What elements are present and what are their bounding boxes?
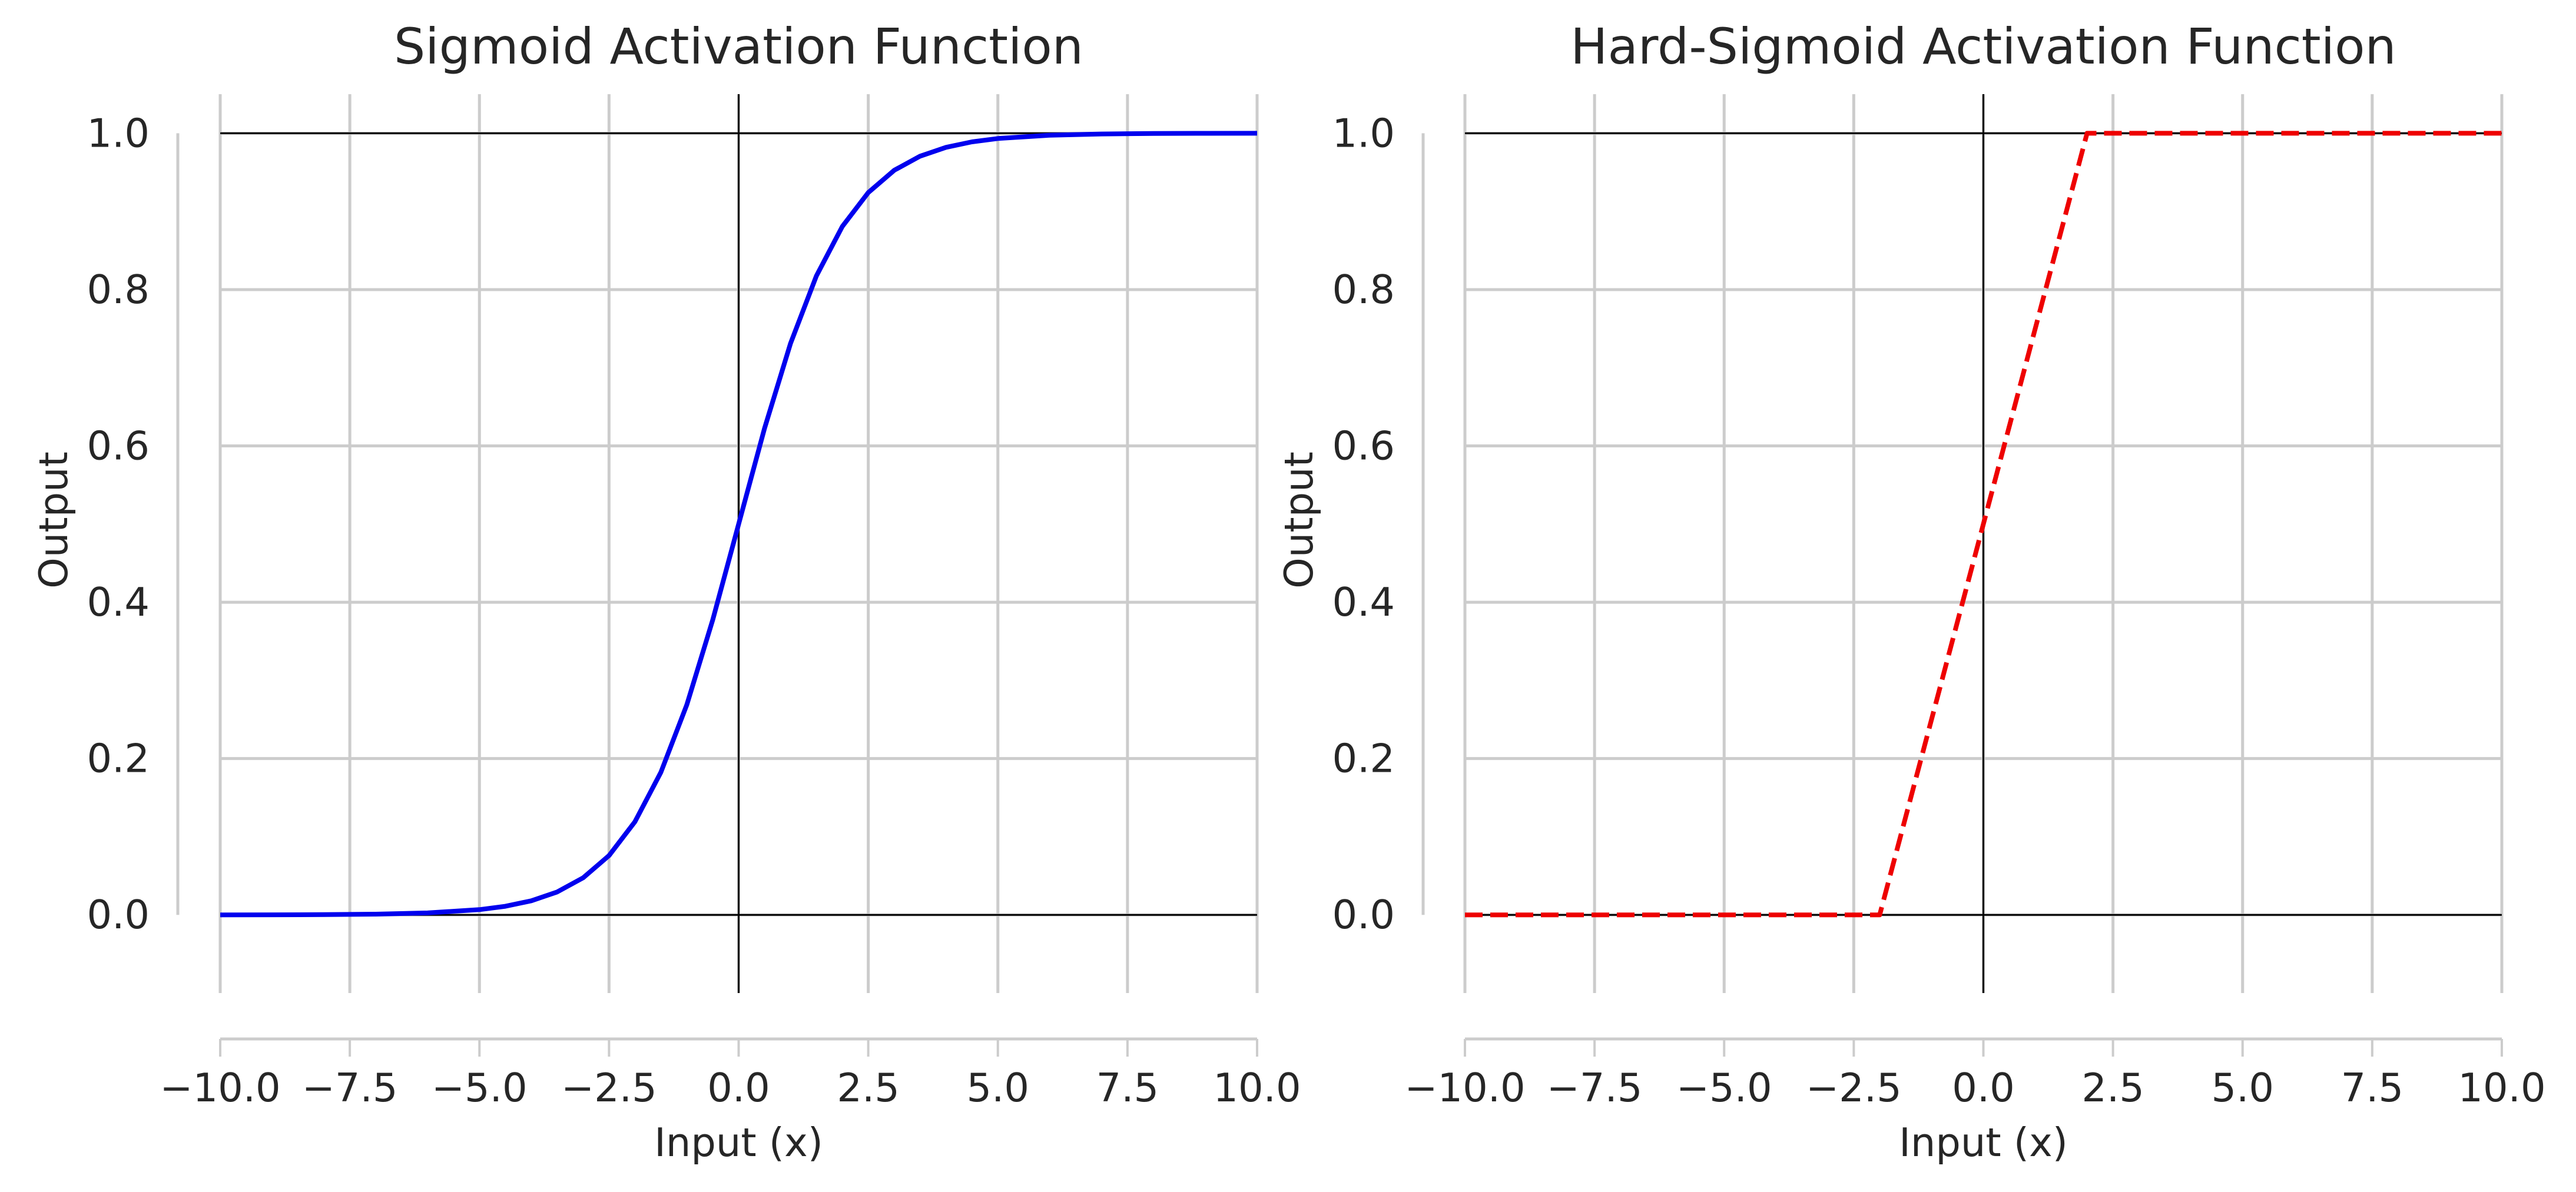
sigmoid-x-tick-label: −7.5	[302, 1065, 398, 1111]
hard-sigmoid-y-tick-label: 0.8	[1332, 267, 1395, 313]
hard-sigmoid-y-tick-label: 0.2	[1332, 736, 1395, 782]
sigmoid-y-tick-label: 0.6	[87, 423, 150, 469]
hard-sigmoid-chart-title: Hard-Sigmoid Activation Function	[1570, 18, 2396, 75]
hard-sigmoid-axes	[1421, 133, 2503, 1057]
hard-sigmoid-y-tick-label: 1.0	[1332, 110, 1395, 156]
hard-sigmoid-x-tick-label: −2.5	[1806, 1065, 1902, 1111]
sigmoid-y-tick-label: 0.0	[87, 892, 150, 938]
sigmoid-axes	[176, 133, 1258, 1057]
sigmoid-y-tick-label: 0.2	[87, 736, 150, 782]
sigmoid-y-tick-label: 0.4	[87, 579, 150, 625]
hard-sigmoid-y-tick-label: 0.6	[1332, 423, 1395, 469]
hard-sigmoid-x-tick-label: −10.0	[1404, 1065, 1525, 1111]
hard-sigmoid-x-tick-label: 5.0	[2211, 1065, 2274, 1111]
sigmoid-y-tick-label: 0.8	[87, 267, 150, 313]
sigmoid-x-tick-label: −5.0	[432, 1065, 528, 1111]
hard-sigmoid-x-tick-label: 2.5	[2081, 1065, 2144, 1111]
sigmoid-x-tick-label: −2.5	[561, 1065, 657, 1111]
sigmoid-x-tick-label: 5.0	[966, 1065, 1029, 1111]
sigmoid-y-axis-label: Output	[31, 451, 77, 589]
hard-sigmoid-y-axis-label: Output	[1276, 451, 1322, 589]
hard-sigmoid-x-tick-label: 7.5	[2341, 1065, 2404, 1111]
sigmoid-x-tick-label: 7.5	[1096, 1065, 1159, 1111]
hard-sigmoid-tick-labels: −10.0 −7.5 −5.0 −2.5 0.0 2.5 5.0 7.5 10.0 0.0 0.2 0…	[1332, 110, 2545, 1111]
sigmoid-series-line	[220, 131, 1258, 918]
hard-sigmoid-panel: −10.0 −7.5 −5.0 −2.5 0.0 2.5 5.0 7.5 10.0 0.0 0.2 0…	[1276, 18, 2546, 1166]
sigmoid-x-tick-label: 2.5	[837, 1065, 900, 1111]
hard-sigmoid-y-tick-label: 0.0	[1332, 892, 1395, 938]
sigmoid-panel: −10.0 −7.5 −5.0 −2.5 0.0 2.5 5.0 7.5 10.0 0.0 0.2 0…	[31, 18, 1301, 1166]
hard-sigmoid-reference-lines	[1465, 94, 2502, 993]
hard-sigmoid-series	[1465, 131, 2502, 918]
hard-sigmoid-x-tick-label: −7.5	[1547, 1065, 1643, 1111]
hard-sigmoid-series-line	[1465, 131, 2502, 918]
hard-sigmoid-x-axis-label: Input (x)	[1899, 1120, 2068, 1166]
sigmoid-chart-title: Sigmoid Activation Function	[394, 18, 1083, 75]
hard-sigmoid-x-tick-label: 10.0	[2458, 1065, 2545, 1111]
sigmoid-x-tick-label: 10.0	[1213, 1065, 1301, 1111]
sigmoid-reference-lines	[220, 94, 1257, 993]
sigmoid-x-tick-label: 0.0	[707, 1065, 770, 1111]
sigmoid-series	[220, 131, 1258, 918]
sigmoid-y-tick-label: 1.0	[87, 110, 150, 156]
hard-sigmoid-x-tick-label: 0.0	[1952, 1065, 2015, 1111]
hard-sigmoid-x-tick-label: −5.0	[1676, 1065, 1772, 1111]
sigmoid-x-axis-label: Input (x)	[654, 1120, 823, 1166]
hard-sigmoid-y-tick-label: 0.4	[1332, 579, 1395, 625]
sigmoid-tick-labels: −10.0 −7.5 −5.0 −2.5 0.0 2.5 5.0 7.5 10.0 0.0 0.2 0…	[87, 110, 1301, 1111]
sigmoid-x-tick-label: −10.0	[160, 1065, 280, 1111]
